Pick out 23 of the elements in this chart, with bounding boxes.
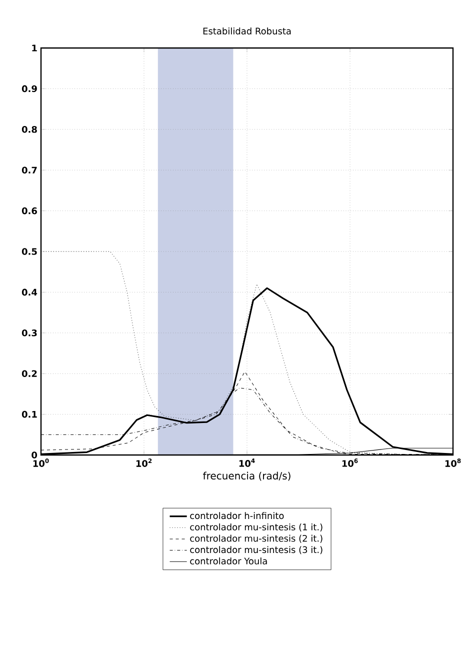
- x-tick-label: 10$^{0}$: [33, 458, 49, 467]
- legend-label: controlador h-infinito: [190, 512, 284, 520]
- y-tick-label: 0.6: [22, 207, 37, 214]
- y-tick-label: 0.8: [22, 126, 37, 133]
- legend-label: controlador mu-sintesis (3 it.): [190, 546, 322, 554]
- y-tick-label: 0: [32, 452, 38, 458]
- x-tick-label: 10$^{6}$: [342, 458, 358, 467]
- chart-title: Estabilidad Robusta: [203, 28, 291, 34]
- x-axis-title: frecuencia (rad/s): [203, 472, 290, 481]
- y-tick-label: 0.9: [22, 85, 37, 92]
- y-tick-label: 0.2: [22, 370, 37, 378]
- y-tick-label: 0.3: [22, 330, 37, 336]
- y-tick-label: 0.1: [22, 410, 37, 418]
- y-tick-label: 1: [32, 44, 37, 52]
- y-tick-label: 0.7: [22, 166, 37, 174]
- x-tick-label: 10$^{2}$: [136, 458, 152, 467]
- x-tick-label: 10$^{8}$: [445, 458, 461, 467]
- y-tick-label: 0.4: [22, 288, 38, 296]
- legend-label: controlador Youla: [190, 557, 267, 564]
- y-tick-label: 0.5: [22, 248, 37, 255]
- x-tick-label: 10$^{4}$: [239, 458, 255, 467]
- legend-label: controlador mu-sintesis (2 it.): [190, 534, 322, 543]
- legend-label: controlador mu-sintesis (1 it.): [190, 523, 322, 532]
